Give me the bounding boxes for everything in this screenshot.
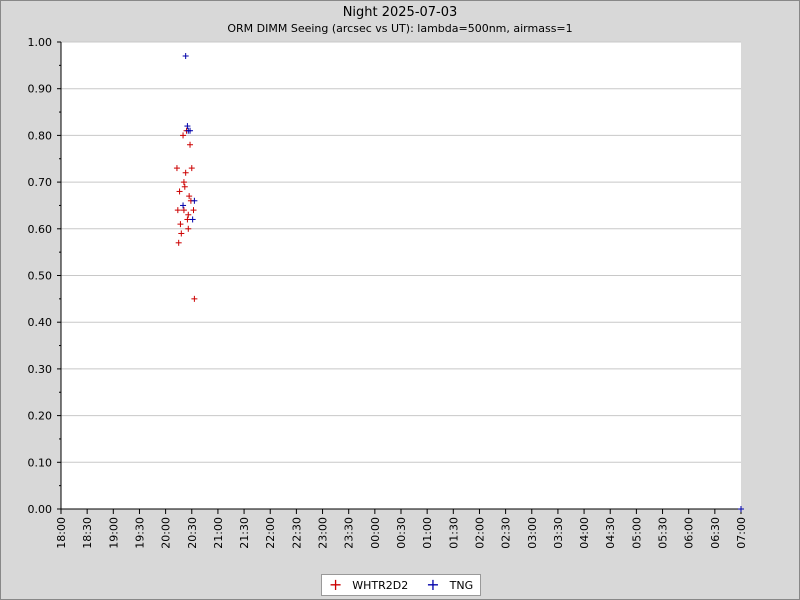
data-point-tng <box>180 202 187 209</box>
data-point-whtr2d2 <box>185 225 192 232</box>
legend-label-tng: TNG <box>449 578 474 592</box>
x-tick-label: 06:30 <box>709 517 722 549</box>
x-tick-label: 23:00 <box>317 517 330 549</box>
x-tick-label: 06:00 <box>683 517 696 549</box>
data-point-tng <box>191 197 198 204</box>
y-tick-label: 0.40 <box>28 316 53 329</box>
x-tick-label: 02:30 <box>500 517 513 549</box>
data-point-whtr2d2 <box>178 230 185 237</box>
x-tick-label: 22:30 <box>290 517 303 549</box>
x-tick-label: 00:30 <box>395 517 408 549</box>
data-point-tng <box>182 53 189 60</box>
x-tick-label: 02:00 <box>473 517 486 549</box>
y-tick-label: 0.50 <box>28 270 53 283</box>
data-point-whtr2d2 <box>184 216 191 223</box>
data-point-whtr2d2 <box>186 193 193 200</box>
data-point-tng <box>738 506 744 512</box>
legend-item-tng: + TNG <box>426 575 474 594</box>
legend-label-whtr2d2: WHTR2D2 <box>352 578 409 592</box>
x-tick-label: 04:30 <box>604 517 617 549</box>
x-tick-label: 20:00 <box>160 517 173 549</box>
x-tick-label: 04:00 <box>578 517 591 549</box>
legend-marker-tng: + <box>426 575 440 594</box>
x-tick-label: 03:30 <box>552 517 565 549</box>
data-point-whtr2d2 <box>177 221 184 228</box>
x-tick-label: 05:30 <box>657 517 670 549</box>
x-tick-label: 22:00 <box>264 517 277 549</box>
data-point-whtr2d2 <box>175 239 182 246</box>
x-tick-label: 00:00 <box>369 517 382 549</box>
data-point-whtr2d2 <box>190 207 197 214</box>
y-tick-label: 0.90 <box>28 83 53 96</box>
data-point-whtr2d2 <box>182 169 189 176</box>
legend-item-whtr2d2: + WHTR2D2 <box>328 575 409 594</box>
data-point-whtr2d2 <box>191 295 198 302</box>
chart-title: Night 2025-07-03 <box>343 5 458 20</box>
x-tick-label: 19:30 <box>133 517 146 549</box>
data-point-whtr2d2 <box>180 132 187 139</box>
x-tick-label: 21:00 <box>212 517 225 549</box>
data-point-whtr2d2 <box>176 188 183 195</box>
x-tick-label: 18:00 <box>55 517 68 549</box>
legend-marker-whtr2d2: + <box>328 575 343 594</box>
y-tick-label: 0.70 <box>28 176 53 189</box>
legend: + WHTR2D2 + TNG <box>321 574 481 596</box>
data-point-tng <box>184 123 191 130</box>
x-tick-label: 01:00 <box>421 517 434 549</box>
x-tick-label: 07:00 <box>735 517 748 549</box>
data-point-whtr2d2 <box>180 207 187 214</box>
x-tick-label: 20:30 <box>186 517 199 549</box>
x-tick-label: 21:30 <box>238 517 251 549</box>
y-tick-label: 0.60 <box>28 223 53 236</box>
y-tick-label: 1.00 <box>28 36 53 49</box>
y-tick-label: 0.10 <box>28 456 53 469</box>
data-point-whtr2d2 <box>181 183 188 190</box>
x-tick-label: 05:00 <box>630 517 643 549</box>
data-point-whtr2d2 <box>174 207 181 214</box>
data-point-whtr2d2 <box>187 141 194 148</box>
data-point-tng <box>189 216 196 223</box>
x-tick-label: 19:00 <box>107 517 120 549</box>
x-tick-label: 18:30 <box>81 517 94 549</box>
x-tick-label: 23:30 <box>343 517 356 549</box>
y-tick-label: 0.20 <box>28 410 53 423</box>
data-point-whtr2d2 <box>188 165 195 172</box>
chart-subtitle: ORM DIMM Seeing (arcsec vs UT): lambda=5… <box>227 22 572 35</box>
data-point-whtr2d2 <box>173 165 180 172</box>
data-point-tng <box>187 127 194 134</box>
x-tick-label: 01:30 <box>447 517 460 549</box>
x-tick-label: 03:00 <box>526 517 539 549</box>
y-tick-label: 0.80 <box>28 129 53 142</box>
data-point-whtr2d2 <box>185 211 192 218</box>
data-point-whtr2d2 <box>180 179 187 186</box>
y-tick-label: 0.30 <box>28 363 53 376</box>
y-tick-label: 0.00 <box>28 503 53 516</box>
